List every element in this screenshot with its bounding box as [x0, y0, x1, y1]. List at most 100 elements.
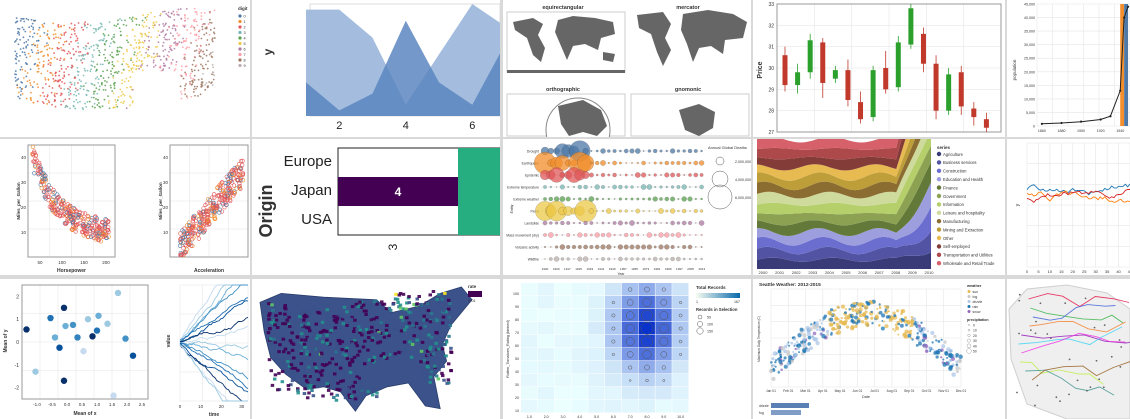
county-cell [307, 312, 312, 316]
digit-dot [213, 37, 216, 39]
digit-dot [40, 50, 43, 53]
candle-body [983, 119, 989, 128]
county-cell [350, 305, 355, 309]
county-cell [283, 307, 288, 311]
digit-dot [208, 33, 211, 36]
digit-dot [126, 39, 128, 42]
digit-dot [95, 43, 98, 46]
county-cell [314, 322, 318, 326]
disaster-bubble [700, 197, 703, 201]
digit-dot [125, 77, 128, 80]
digit-dot [85, 94, 88, 97]
digit-dot [47, 99, 50, 102]
disaster-bubble [589, 245, 594, 249]
county-cell [399, 315, 404, 319]
digit-dot [91, 54, 94, 56]
county-cell [358, 387, 363, 391]
legend2-label: 150 [707, 330, 713, 334]
county-cell [305, 335, 310, 339]
digit-dot [107, 34, 110, 37]
disaster-bubble [653, 173, 657, 177]
weather-point [848, 308, 851, 311]
disaster-bubble [624, 209, 628, 213]
county-cell [303, 387, 307, 391]
disaster-bubble [659, 257, 663, 261]
weather-point [820, 332, 823, 336]
transit-line [1021, 332, 1126, 354]
digit-dot [185, 73, 188, 75]
digit-dot [138, 39, 140, 42]
disaster-bubble [577, 256, 583, 262]
disaster-bubble [687, 148, 693, 154]
digit-dot [99, 22, 102, 25]
county-cell [366, 331, 371, 335]
car-point [67, 216, 72, 221]
y-tick-label: 1 [16, 317, 19, 323]
digit-dot [79, 85, 82, 87]
weather-point [941, 344, 946, 349]
car-point [60, 201, 65, 207]
digit-dot [155, 21, 158, 23]
disaster-bubble [699, 160, 705, 166]
disaster-bubble [613, 209, 616, 213]
disaster-bubble [642, 150, 645, 152]
x-tick-label: 6 [469, 120, 475, 132]
weather-point [839, 319, 843, 323]
selection-circle [625, 323, 635, 334]
weather-point [897, 333, 900, 336]
mean-point [93, 327, 101, 334]
digit-dot [46, 34, 49, 37]
digit-dot [147, 13, 150, 16]
heat-cell [588, 374, 605, 387]
digit-dot [144, 34, 147, 36]
y-tick-label: 10 [515, 409, 519, 413]
digit-dot [63, 71, 66, 74]
heat-cell [621, 322, 639, 335]
county-cell [302, 315, 307, 319]
digit-dot [76, 66, 79, 69]
digit-dot [154, 46, 157, 48]
county-cell [436, 347, 441, 351]
digit-dot [103, 35, 106, 37]
car-point [217, 197, 222, 202]
y-tick-label: 0 [1033, 125, 1035, 129]
county-cell [375, 329, 380, 333]
y-tick-label: 20,000 [1024, 70, 1035, 74]
car-point [196, 214, 201, 219]
car-point [212, 208, 217, 213]
digit-dot [42, 63, 45, 66]
x-tick-label: 50 [37, 260, 43, 265]
digit-dot [75, 50, 77, 53]
heat-cell [621, 374, 639, 387]
car-point [52, 190, 57, 195]
county-cell [387, 353, 392, 357]
digit-dot [81, 107, 84, 109]
legend-label: Education and Health [943, 177, 984, 182]
county-cell [307, 365, 311, 369]
digit-dot [168, 38, 171, 41]
digit-dot [156, 53, 159, 56]
y-tick-label: 20 [515, 396, 519, 400]
digit-dot [103, 42, 106, 45]
digit-dot [42, 102, 45, 105]
digit-dot [104, 49, 106, 51]
digit-dot [49, 64, 52, 67]
area-y-chart-svg: 2 4 6y [261, 3, 500, 132]
county-cell [382, 355, 387, 359]
disaster-bubble [676, 185, 681, 189]
selection-circle [662, 379, 666, 382]
county-cell [375, 316, 379, 320]
digit-dot [22, 18, 25, 20]
digit-dot [167, 11, 170, 14]
plot-frame [776, 3, 1002, 133]
digit-dot [17, 27, 19, 30]
walk-line [179, 343, 249, 380]
weather-point [903, 316, 908, 320]
x-tick-label: 1900 [542, 267, 549, 271]
county-cell [296, 391, 300, 395]
county-cell [281, 362, 285, 366]
digit-dot [77, 74, 79, 77]
disaster-bubble [664, 232, 670, 238]
transit-line [1029, 321, 1126, 333]
